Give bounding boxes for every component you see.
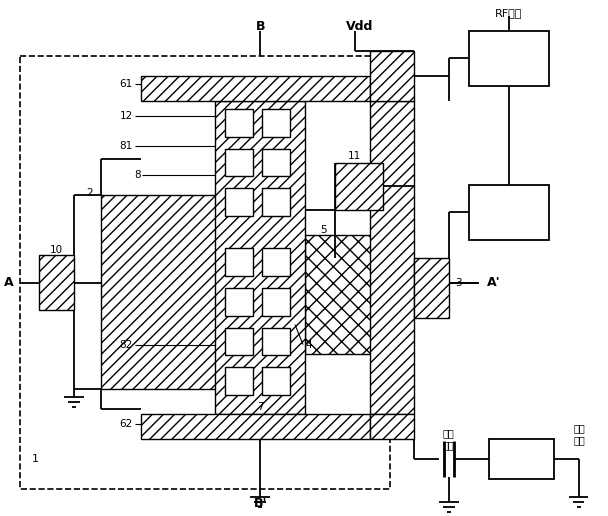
Text: B: B [255, 20, 265, 33]
Bar [215, 101, 305, 414]
Text: 12: 12 [120, 111, 133, 121]
Text: L: L [517, 452, 525, 466]
Bar [489, 439, 554, 479]
Text: 5: 5 [320, 225, 326, 235]
Bar [262, 328, 290, 356]
Bar [370, 414, 415, 439]
Text: 61: 61 [120, 79, 133, 89]
Text: 4: 4 [305, 340, 312, 349]
Bar [415, 258, 449, 318]
Text: P: P [504, 51, 514, 66]
Bar [262, 188, 290, 216]
Text: A: A [4, 277, 13, 289]
Text: 10: 10 [50, 245, 63, 255]
Text: Y: Y [504, 205, 514, 220]
Bar [469, 185, 548, 240]
Bar [262, 248, 290, 276]
Text: 81: 81 [120, 140, 133, 151]
Text: RF输入: RF输入 [495, 8, 523, 18]
Text: A': A' [487, 277, 500, 289]
Bar [370, 51, 415, 101]
Text: 82: 82 [120, 340, 133, 349]
Bar [101, 196, 218, 389]
Bar [370, 101, 415, 414]
Bar [469, 31, 548, 86]
Text: 11: 11 [348, 151, 361, 160]
Text: 1: 1 [32, 454, 38, 464]
Bar [226, 288, 254, 316]
Bar [226, 188, 254, 216]
Bar [262, 288, 290, 316]
Text: Vdd: Vdd [346, 20, 373, 33]
Bar [305, 235, 373, 354]
Bar [226, 248, 254, 276]
Bar [262, 149, 290, 176]
Bar [226, 109, 254, 137]
Bar [262, 367, 290, 395]
Text: 2: 2 [86, 188, 93, 198]
Text: 电流
输出: 电流 输出 [573, 423, 586, 445]
Text: 8: 8 [134, 170, 141, 181]
Bar [40, 255, 74, 310]
Text: B': B' [254, 497, 267, 510]
Bar [335, 163, 382, 210]
Text: 7: 7 [257, 402, 263, 412]
Bar [141, 76, 370, 101]
Text: 62: 62 [120, 419, 133, 429]
Text: 3: 3 [455, 278, 462, 288]
Bar [226, 367, 254, 395]
Bar [141, 414, 370, 439]
Bar [262, 109, 290, 137]
Text: 隔直
电容: 隔直 电容 [442, 428, 454, 450]
Bar [226, 149, 254, 176]
Bar [226, 328, 254, 356]
